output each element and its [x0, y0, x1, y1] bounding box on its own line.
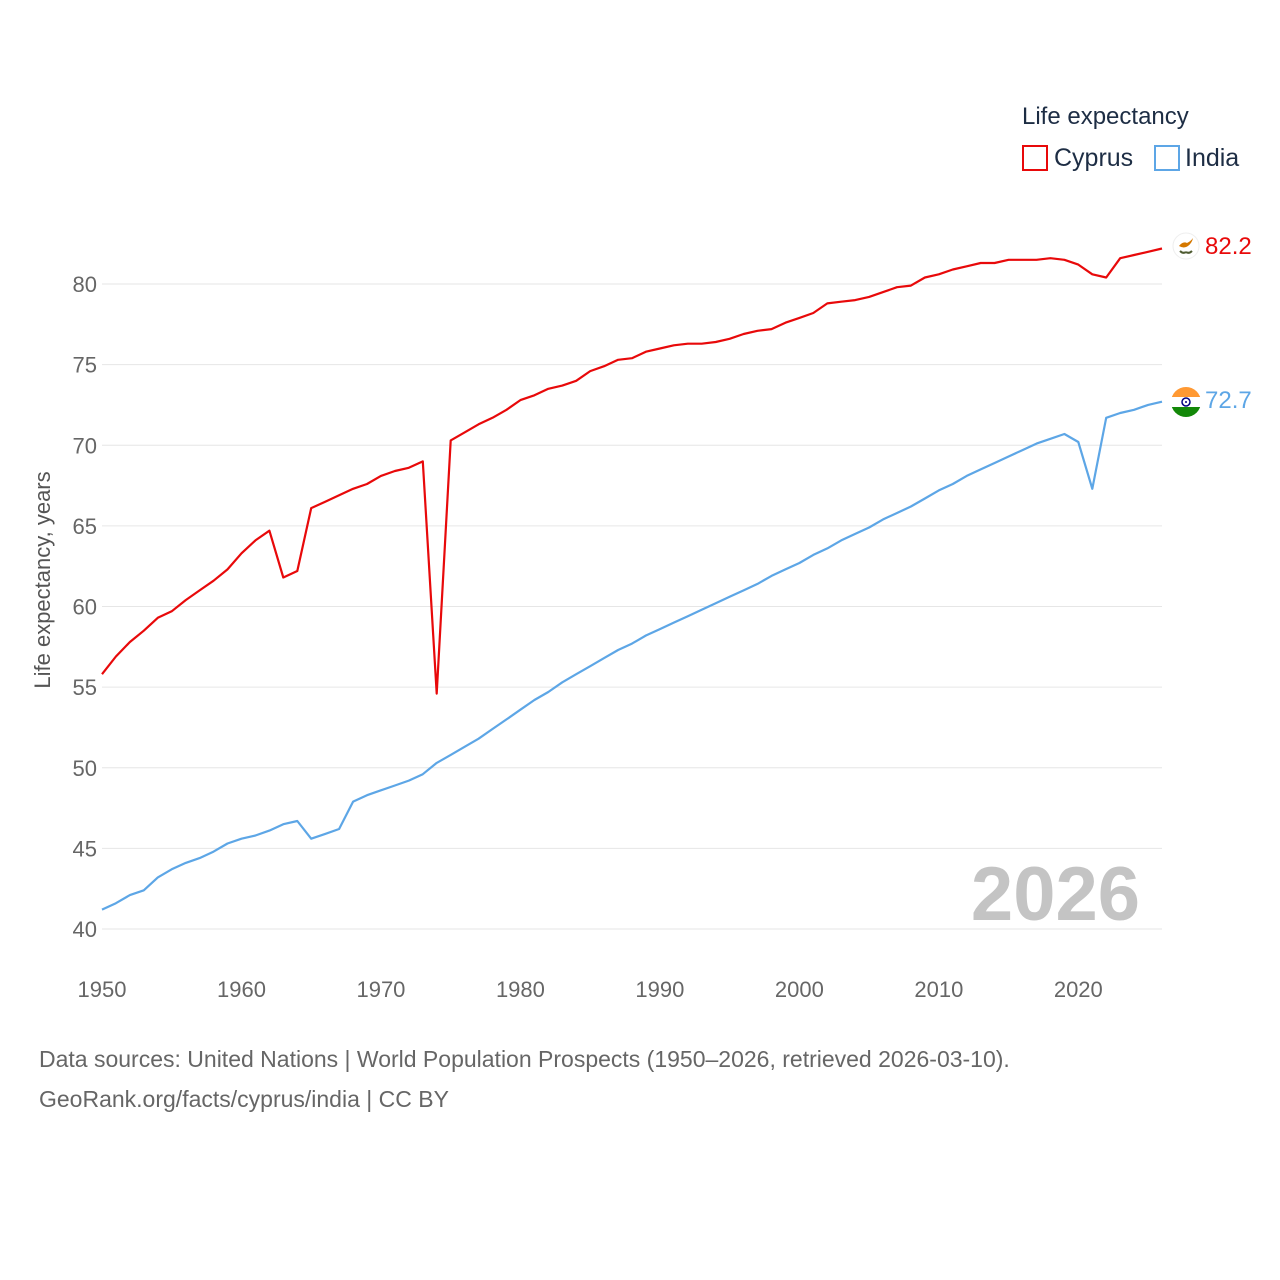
credit-link[interactable]: GeoRank.org/facts/cyprus/india | CC BY [39, 1086, 449, 1112]
x-tick-label: 1990 [635, 977, 684, 1002]
india-end-marker: 72.7 [1171, 387, 1252, 417]
legend-title: Life expectancy [1022, 103, 1189, 130]
y-axis-label: Life expectancy, years [30, 471, 55, 688]
year-watermark: 2026 [971, 852, 1140, 937]
series-line-india[interactable] [101, 400, 1163, 911]
india-end-value: 72.7 [1205, 387, 1252, 414]
y-axis-ticks: 40 45 50 55 60 65 70 75 80 [73, 272, 97, 942]
y-tick-label: 70 [73, 433, 97, 458]
y-tick-label: 40 [73, 917, 97, 942]
y-tick-label: 45 [73, 836, 97, 861]
gridlines [102, 283, 1162, 930]
legend-label-india[interactable]: India [1185, 144, 1239, 172]
x-axis-ticks: 1950 1960 1970 1980 1990 2000 2010 2020 [78, 977, 1103, 1002]
cyprus-flag-icon [1172, 232, 1200, 260]
x-tick-label: 1960 [217, 977, 266, 1002]
x-tick-label: 2010 [914, 977, 963, 1002]
y-tick-label: 65 [73, 514, 97, 539]
y-tick-label: 75 [73, 353, 97, 378]
x-tick-label: 1970 [356, 977, 405, 1002]
x-tick-label: 1980 [496, 977, 545, 1002]
data-source-note: Data sources: United Nations | World Pop… [39, 1046, 1010, 1072]
cyprus-end-value: 82.2 [1205, 233, 1252, 260]
x-tick-label: 1950 [78, 977, 127, 1002]
legend-label-cyprus[interactable]: Cyprus [1054, 144, 1133, 172]
x-tick-label: 2000 [775, 977, 824, 1002]
legend-swatch-india[interactable] [1154, 145, 1180, 171]
y-tick-label: 80 [73, 272, 97, 297]
legend: Life expectancy Cyprus India [1022, 103, 1239, 172]
legend-swatch-cyprus[interactable] [1022, 145, 1048, 171]
y-tick-label: 55 [73, 675, 97, 700]
x-tick-label: 2020 [1054, 977, 1103, 1002]
y-tick-label: 60 [73, 595, 97, 620]
india-flag-icon [1171, 387, 1201, 417]
series-lines [101, 247, 1163, 911]
y-tick-label: 50 [73, 756, 97, 781]
series-line-cyprus[interactable] [101, 247, 1163, 695]
cyprus-end-marker: 82.2 [1172, 232, 1252, 260]
